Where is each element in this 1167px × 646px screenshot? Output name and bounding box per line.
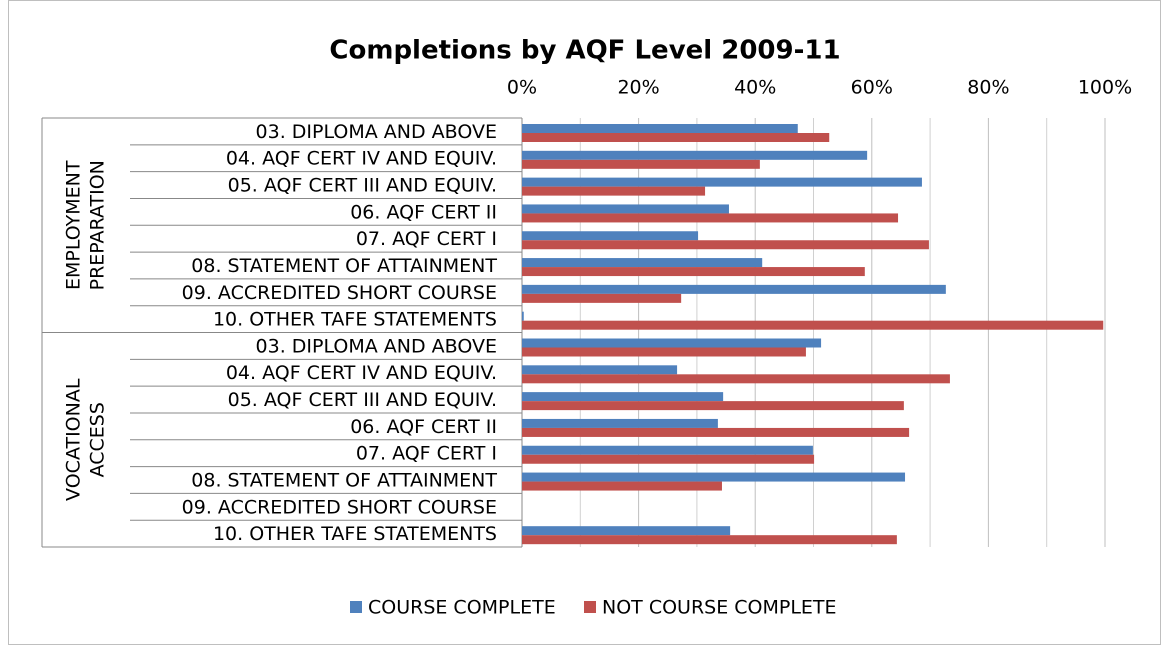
bar xyxy=(522,481,722,491)
legend-swatch xyxy=(584,601,596,613)
bar xyxy=(522,267,865,277)
bar xyxy=(522,213,899,223)
bar xyxy=(522,320,1104,330)
bar xyxy=(522,365,678,375)
group-label-line: EMPLOYMENT xyxy=(63,160,85,290)
group-label-line: PREPARATION xyxy=(87,160,109,290)
category-label: 06. AQF CERT II xyxy=(350,416,497,438)
category-label: 07. AQF CERT I xyxy=(356,228,497,250)
bar xyxy=(522,186,706,196)
bar xyxy=(522,418,718,428)
bar xyxy=(522,177,922,187)
category-label: 08. STATEMENT OF ATTAINMENT xyxy=(191,255,497,277)
bar xyxy=(522,535,897,545)
category-label: 04. AQF CERT IV AND EQUIV. xyxy=(226,148,497,170)
bar xyxy=(522,427,910,437)
bar xyxy=(522,240,929,250)
category-label: 05. AQF CERT III AND EQUIV. xyxy=(228,389,497,411)
group-label: VOCATIONAL ACCESS xyxy=(63,378,109,501)
category-label: 10. OTHER TAFE STATEMENTS xyxy=(213,309,497,331)
category-label: 09. ACCREDITED SHORT COURSE xyxy=(182,282,497,304)
legend-label: COURSE COMPLETE xyxy=(368,597,556,619)
bar xyxy=(522,150,868,160)
category-label: 03. DIPLOMA AND ABOVE xyxy=(256,335,497,357)
category-label: 09. ACCREDITED SHORT COURSE xyxy=(182,496,497,518)
bar xyxy=(522,159,760,169)
x-tick-label: 80% xyxy=(967,77,1009,99)
category-label: 04. AQF CERT IV AND EQUIV. xyxy=(226,362,497,384)
category-label: 06. AQF CERT II xyxy=(350,201,497,223)
x-tick-label: 100% xyxy=(1078,77,1132,99)
bar xyxy=(522,454,815,464)
bar xyxy=(522,204,729,214)
x-tick-label: 60% xyxy=(851,77,893,99)
bar xyxy=(522,258,763,268)
bar xyxy=(522,284,946,294)
legend-swatch xyxy=(350,601,362,613)
group-label-line: VOCATIONAL xyxy=(63,378,85,501)
bar xyxy=(522,526,731,536)
category-label: 03. DIPLOMA AND ABOVE xyxy=(256,121,497,143)
legend-label: NOT COURSE COMPLETE xyxy=(602,597,837,619)
bar xyxy=(522,293,682,303)
bar xyxy=(522,392,724,402)
bar xyxy=(522,445,813,455)
category-label: 10. OTHER TAFE STATEMENTS xyxy=(213,523,497,545)
bar xyxy=(522,374,950,384)
group-label: EMPLOYMENT PREPARATION xyxy=(63,160,109,290)
chart-title: Completions by AQF Level 2009-11 xyxy=(329,36,840,66)
group-label-line: ACCESS xyxy=(87,402,109,477)
bar xyxy=(522,124,798,133)
x-tick-label: 20% xyxy=(617,77,659,99)
x-tick-label: 0% xyxy=(507,77,537,99)
bar xyxy=(522,338,822,348)
category-label: 05. AQF CERT III AND EQUIV. xyxy=(228,175,497,197)
bar xyxy=(522,472,906,482)
category-label: 08. STATEMENT OF ATTAINMENT xyxy=(191,469,497,491)
bar xyxy=(522,231,699,241)
category-label: 07. AQF CERT I xyxy=(356,443,497,465)
bar xyxy=(522,133,830,142)
bar xyxy=(522,311,524,321)
bar xyxy=(522,401,904,411)
bar xyxy=(522,347,806,357)
x-tick-label: 40% xyxy=(734,77,776,99)
